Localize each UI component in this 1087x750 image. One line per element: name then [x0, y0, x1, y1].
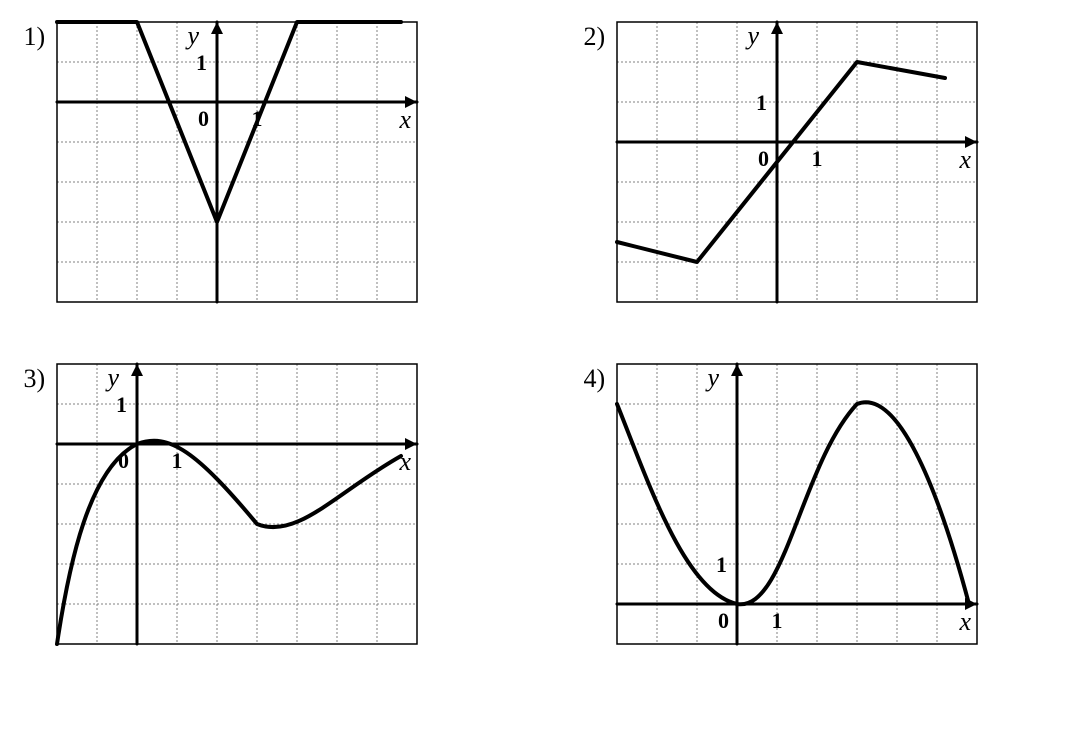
- plot-label-1: 1): [24, 20, 46, 50]
- svg-text:1: 1: [812, 146, 823, 171]
- cell-4: 4) y x 0 1 1: [584, 362, 1064, 654]
- svg-text:1: 1: [252, 106, 263, 131]
- plot-4: y x 0 1 1: [615, 362, 987, 654]
- svg-text:x: x: [959, 145, 972, 174]
- svg-text:1: 1: [116, 392, 127, 417]
- svg-text:1: 1: [196, 50, 207, 75]
- plot-svg-4: y x 0 1 1: [615, 362, 987, 654]
- svg-text:1: 1: [716, 552, 727, 577]
- plot-grid: 1) y x 0 1 1 2) y x 0 1 1 3) y x 0 1 1 4) y x 0 1 1: [24, 20, 1064, 654]
- svg-text:x: x: [399, 105, 412, 134]
- svg-text:0: 0: [718, 608, 729, 633]
- cell-3: 3) y x 0 1 1: [24, 362, 504, 654]
- plot-label-4: 4): [584, 362, 606, 392]
- plot-3: y x 0 1 1: [55, 362, 427, 654]
- plot-2: y x 0 1 1: [615, 20, 987, 312]
- plot-label-3: 3): [24, 362, 46, 392]
- plot-svg-3: y x 0 1 1: [55, 362, 427, 654]
- svg-text:0: 0: [758, 146, 769, 171]
- cell-1: 1) y x 0 1 1: [24, 20, 504, 312]
- cell-2: 2) y x 0 1 1: [584, 20, 1064, 312]
- svg-text:1: 1: [756, 90, 767, 115]
- plot-1: y x 0 1 1: [55, 20, 427, 312]
- svg-text:1: 1: [772, 608, 783, 633]
- svg-text:y: y: [705, 363, 720, 392]
- svg-text:x: x: [399, 447, 412, 476]
- svg-text:y: y: [105, 363, 120, 392]
- svg-text:0: 0: [198, 106, 209, 131]
- svg-text:x: x: [959, 607, 972, 636]
- svg-text:y: y: [185, 21, 200, 50]
- svg-text:y: y: [745, 21, 760, 50]
- svg-text:0: 0: [118, 448, 129, 473]
- svg-text:1: 1: [172, 448, 183, 473]
- plot-svg-1: y x 0 1 1: [55, 20, 427, 312]
- plot-label-2: 2): [584, 20, 606, 50]
- plot-svg-2: y x 0 1 1: [615, 20, 987, 312]
